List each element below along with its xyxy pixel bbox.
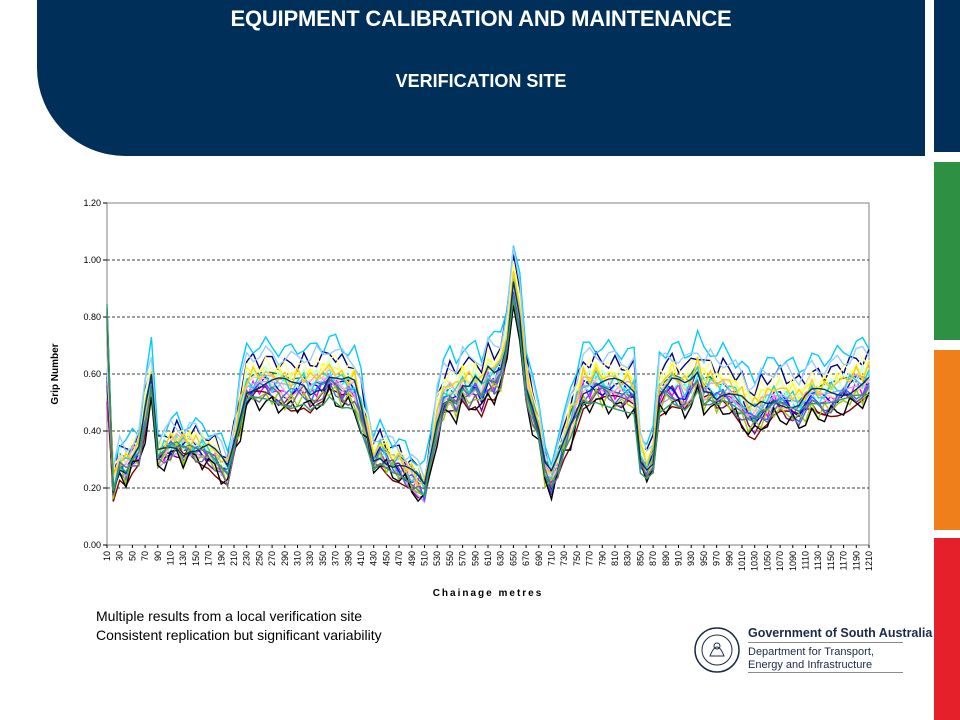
y-tick-label: 0.40 <box>83 426 101 436</box>
y-tick-label: 1.20 <box>83 198 101 208</box>
x-tick-label: 810 <box>610 551 620 566</box>
logo-department-line-1: Department for Transport, <box>748 646 874 658</box>
x-tick-label: 750 <box>572 551 582 566</box>
x-tick-label: 730 <box>559 551 569 566</box>
x-tick-label: 910 <box>674 551 684 566</box>
x-tick-label: 410 <box>356 551 366 566</box>
x-tick-label: 630 <box>496 551 506 566</box>
x-tick-label: 950 <box>699 551 709 566</box>
x-tick-label: 330 <box>305 551 315 566</box>
x-axis-title: Chainage metres <box>433 588 544 599</box>
x-tick-label: 770 <box>585 551 595 566</box>
x-tick-label: 1050 <box>762 551 772 571</box>
x-tick-label: 830 <box>623 551 633 566</box>
x-tick-label: 270 <box>267 551 277 566</box>
x-tick-label: 1190 <box>851 551 861 570</box>
data-series-line <box>106 247 870 482</box>
y-tick-label: 0.20 <box>83 483 101 493</box>
x-tick-label: 110 <box>166 551 176 565</box>
data-series-line <box>106 281 870 493</box>
header-banner <box>37 0 925 156</box>
south-australia-crest-icon <box>694 627 740 673</box>
x-tick-label: 550 <box>445 551 455 566</box>
x-tick-label: 250 <box>254 551 264 566</box>
x-tick-label: 150 <box>191 551 201 566</box>
x-tick-label: 670 <box>521 551 531 566</box>
x-tick-label: 190 <box>216 551 226 566</box>
page-subtitle: VERIFICATION SITE <box>395 71 567 91</box>
x-tick-label: 530 <box>432 551 442 566</box>
page-title: EQUIPMENT CALIBRATION AND MAINTENANCE <box>230 6 732 31</box>
x-tick-label: 690 <box>534 551 544 566</box>
caption-line-1: Multiple results from a local verificati… <box>96 608 363 624</box>
x-tick-label: 170 <box>204 551 214 566</box>
x-tick-label: 430 <box>369 551 379 566</box>
x-tick-label: 1030 <box>750 551 760 571</box>
side-bar-orange <box>934 350 960 530</box>
x-tick-label: 990 <box>724 551 734 566</box>
x-tick-label: 310 <box>293 551 303 566</box>
y-tick-label: 0.80 <box>83 312 101 322</box>
logo-department-text: Department for Transport, Energy and Inf… <box>748 646 874 672</box>
x-tick-label: 390 <box>343 551 353 566</box>
x-tick-label: 790 <box>597 551 607 566</box>
x-tick-label: 10 <box>102 551 112 561</box>
x-tick-label: 890 <box>661 551 671 566</box>
government-logo: Government of South Australia Department… <box>693 622 932 682</box>
x-tick-label: 370 <box>331 551 341 566</box>
x-tick-label: 70 <box>140 551 150 561</box>
x-tick-label: 610 <box>483 551 493 566</box>
x-tick-label: 490 <box>407 551 417 566</box>
x-tick-label: 290 <box>280 551 290 566</box>
logo-divider-bottom <box>748 672 903 673</box>
x-tick-label: 590 <box>470 551 480 566</box>
side-bar-navy <box>934 0 960 152</box>
x-tick-label: 1210 <box>864 551 874 571</box>
x-tick-label: 1110 <box>801 551 811 570</box>
x-tick-label: 1010 <box>737 551 747 571</box>
caption-line-2: Consistent replication but significant v… <box>96 627 382 643</box>
y-tick-label: 1.00 <box>83 255 101 265</box>
x-tick-label: 510 <box>420 551 430 566</box>
x-tick-label: 210 <box>229 551 239 566</box>
x-tick-label: 1130 <box>813 551 823 570</box>
x-tick-label: 1150 <box>826 551 836 570</box>
x-tick-label: 130 <box>178 551 188 566</box>
x-tick-label: 850 <box>635 551 645 566</box>
x-tick-label: 30 <box>115 551 125 561</box>
x-tick-label: 470 <box>394 551 404 566</box>
x-tick-label: 650 <box>508 551 518 566</box>
x-tick-label: 1070 <box>775 551 785 571</box>
y-tick-label: 0.60 <box>83 369 101 379</box>
y-tick-label: 0.00 <box>83 540 101 550</box>
logo-divider <box>748 642 903 643</box>
x-tick-label: 50 <box>127 551 137 561</box>
x-tick-label: 1170 <box>839 551 849 570</box>
x-tick-label: 970 <box>712 551 722 566</box>
data-series-line <box>106 298 870 498</box>
x-tick-label: 570 <box>458 551 468 566</box>
side-bar-red <box>934 538 960 720</box>
x-tick-label: 230 <box>242 551 252 566</box>
x-tick-label: 350 <box>318 551 328 566</box>
logo-government-text: Government of South Australia <box>748 626 933 640</box>
x-tick-label: 450 <box>381 551 391 566</box>
y-axis-title: Grip Number <box>50 343 61 404</box>
side-bar-green <box>934 162 960 340</box>
x-tick-label: 930 <box>686 551 696 566</box>
x-tick-label: 1090 <box>788 551 798 571</box>
x-tick-label: 870 <box>648 551 658 566</box>
x-tick-label: 90 <box>153 551 163 561</box>
x-tick-label: 710 <box>547 551 557 566</box>
logo-department-line-2: Energy and Infrastructure <box>748 659 873 671</box>
